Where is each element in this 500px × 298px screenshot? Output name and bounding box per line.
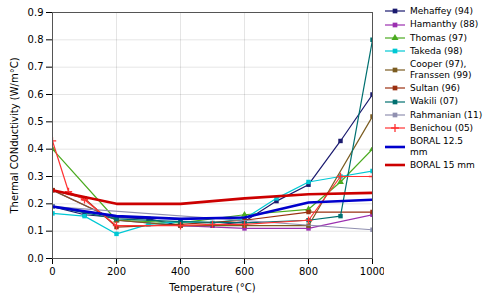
svg-text:0.6: 0.6 [28,89,44,100]
html-text:Rahmanian (11): Rahmanian (11) [410,109,483,120]
svg-text:200: 200 [107,266,126,277]
svg-text:0.7: 0.7 [28,61,44,72]
svg-text:0.9: 0.9 [28,7,44,18]
svg-text:0.0: 0.0 [28,253,44,264]
svg-text:0.2: 0.2 [28,198,44,209]
svg-text:1000: 1000 [360,266,384,277]
svg-text:0.4: 0.4 [28,143,44,154]
svg-text:0.5: 0.5 [28,116,44,127]
html-text:Takeda (98): Takeda (98) [410,46,463,56]
html-text:Thomas (97): Thomas (97) [410,32,467,43]
html-text:Mehaffey (94): Mehaffey (94) [410,6,473,16]
svg-text:Thermal CONductivity (W/m°C): Thermal CONductivity (W/m°C) [9,57,20,214]
html-text:Sultan (96): Sultan (96) [410,83,460,94]
svg-text:Temperature (°C): Temperature (°C) [168,282,255,293]
html-text:BORAL 15 mm: BORAL 15 mm [410,160,475,171]
svg-text:400: 400 [171,266,190,277]
svg-text:600: 600 [235,266,254,277]
html-text:Hamanthy (88): Hamanthy (88) [410,19,479,30]
svg-text:0.1: 0.1 [28,225,44,236]
svg-text:0.8: 0.8 [28,34,44,45]
html-text:Wakili (07): Wakili (07) [410,96,458,107]
html-text:Cooper (97), Franssen (99): Cooper (97), Franssen (99) [410,59,472,80]
html-text:Benichou (05): Benichou (05) [410,123,474,134]
svg-text:800: 800 [299,266,318,277]
svg-text:0: 0 [49,266,55,277]
svg-text:0.3: 0.3 [28,171,44,182]
html-text:BORAL 12.5 mm: BORAL 12.5 mm [410,136,464,157]
